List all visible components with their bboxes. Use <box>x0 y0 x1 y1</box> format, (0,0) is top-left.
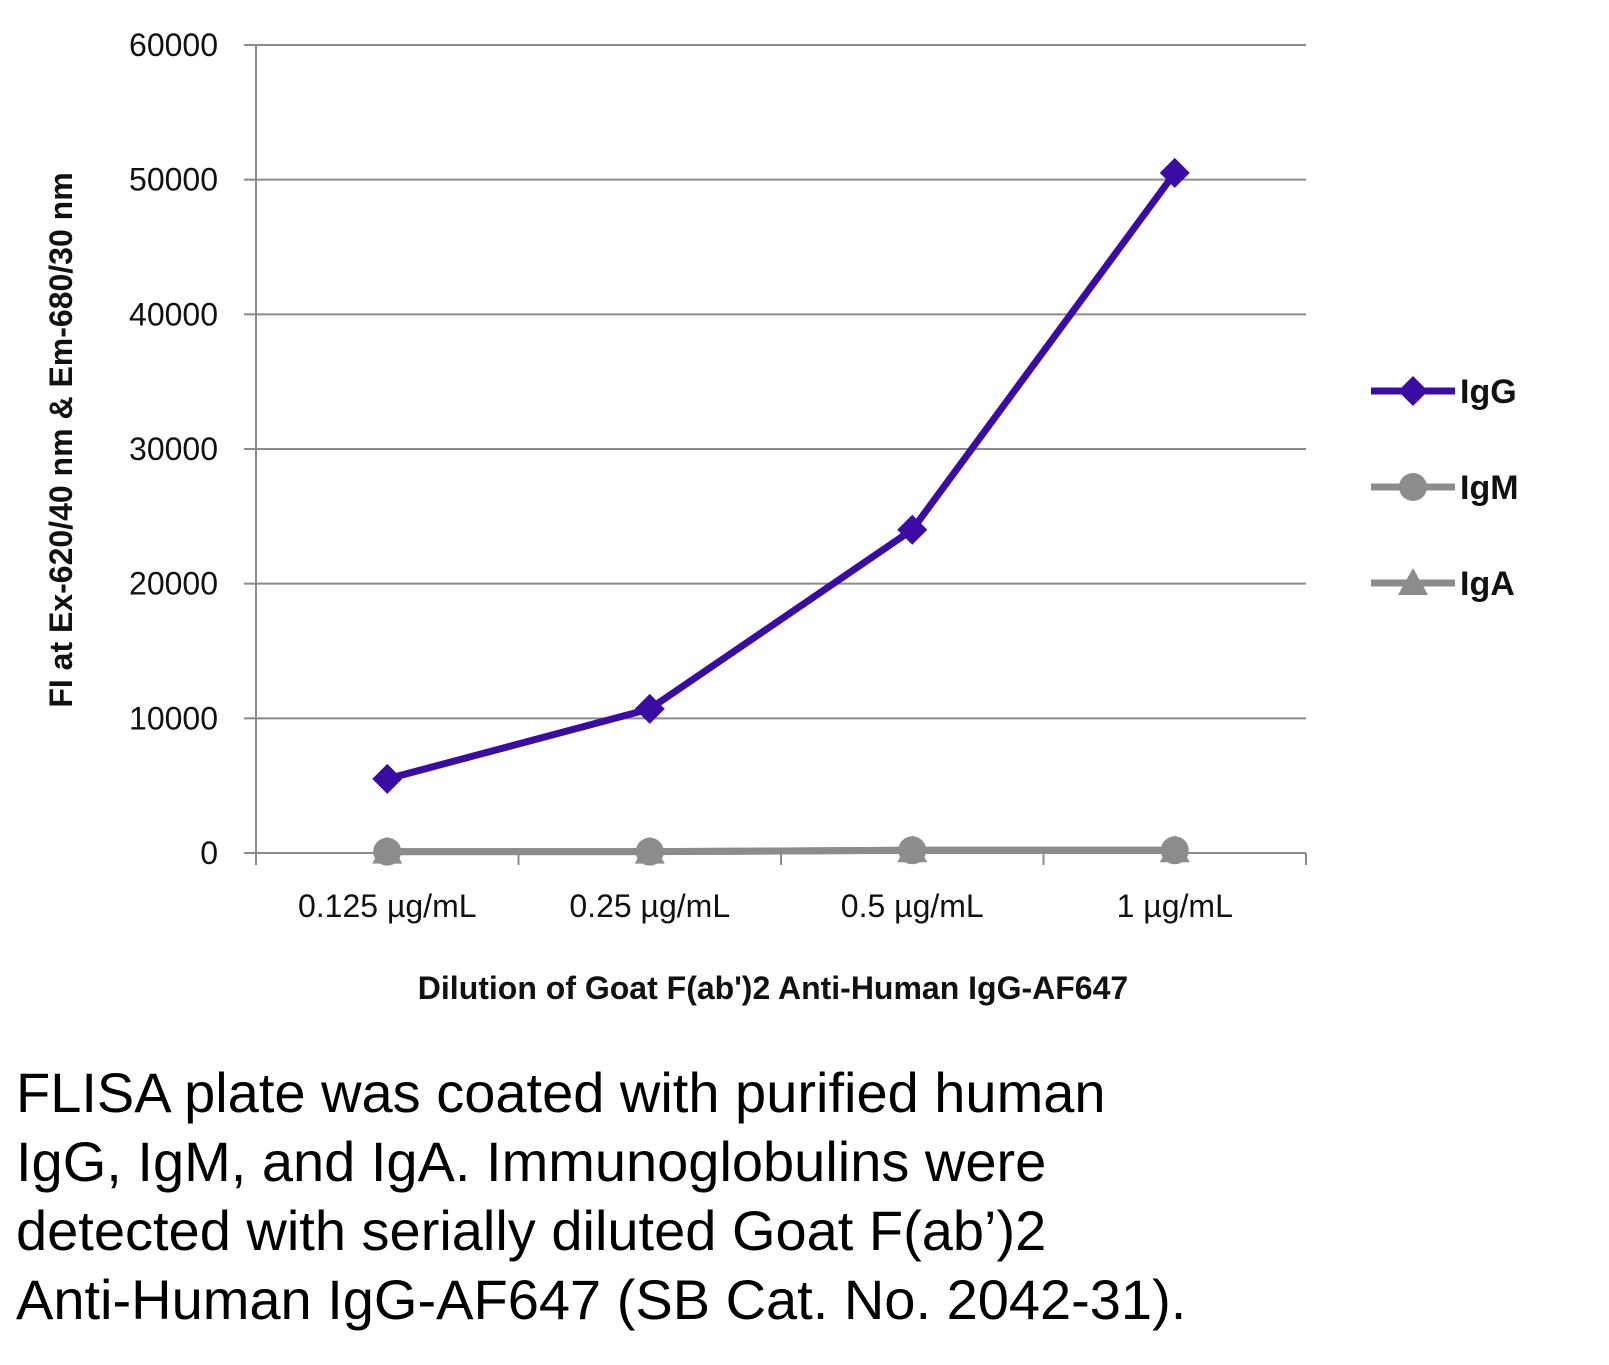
legend-item-iga: IgA <box>1371 565 1515 603</box>
line-chart: 0 10000 20000 30000 40000 50000 60000 0.125 µg… <box>43 27 1519 1006</box>
y-tick-label: 60000 <box>129 27 218 63</box>
legend-swatch-marker <box>1399 473 1427 501</box>
x-tick-label: 0.5 µg/mL <box>841 888 984 924</box>
igg-line <box>386 170 1178 783</box>
igm-point <box>373 837 402 866</box>
caption-line-1: FLISA plate was coated with purified hum… <box>16 1061 1106 1124</box>
x-tick-label: 0.125 µg/mL <box>298 888 477 924</box>
series-igm <box>373 836 1189 866</box>
caption-line-3: detected with serially diluted Goat F(ab… <box>16 1199 1047 1262</box>
igg-point <box>897 514 928 545</box>
legend-item-igg: IgG <box>1371 373 1517 411</box>
y-tick-label: 40000 <box>129 296 218 332</box>
igg-point <box>1159 157 1190 188</box>
y-tick-label: 30000 <box>129 431 218 467</box>
figure-caption: FLISA plate was coated with purified hum… <box>16 1058 1576 1334</box>
legend: IgG IgM IgA <box>1371 373 1519 603</box>
y-tick-label: 10000 <box>129 700 218 736</box>
igg-point <box>634 693 665 724</box>
legend-label: IgG <box>1460 373 1517 411</box>
caption-line-4: Anti-Human IgG-AF647 (SB Cat. No. 2042-3… <box>16 1268 1187 1331</box>
igm-point <box>635 837 664 866</box>
igm-line <box>387 846 1175 856</box>
legend-label: IgA <box>1460 565 1515 603</box>
igm-point <box>1160 836 1189 865</box>
legend-label: IgM <box>1460 469 1519 507</box>
legend-item-igm: IgM <box>1371 469 1519 507</box>
caption-line-2: IgG, IgM, and IgA. Immunoglobulins were <box>16 1130 1047 1193</box>
x-tick-label: 0.25 µg/mL <box>569 888 730 924</box>
igm-point <box>898 836 927 865</box>
x-tick-labels: 0.125 µg/mL 0.25 µg/mL 0.5 µg/mL 1 µg/mL <box>298 888 1233 924</box>
x-tick-label: 1 µg/mL <box>1117 888 1233 924</box>
series-igg <box>372 157 1190 794</box>
igg-point <box>372 763 403 794</box>
gridlines <box>244 44 1307 865</box>
y-tick-labels: 0 10000 20000 30000 40000 50000 60000 <box>129 27 218 871</box>
y-tick-label: 50000 <box>129 162 218 198</box>
y-axis-title: FI at Ex-620/40 nm & Em-680/30 nm <box>43 172 79 707</box>
y-tick-label: 20000 <box>129 566 218 602</box>
series-layer <box>372 157 1190 866</box>
y-tick-label: 0 <box>200 835 218 871</box>
legend-swatch-marker <box>1398 376 1428 406</box>
x-axis-title: Dilution of Goat F(ab')2 Anti-Human IgG-… <box>418 970 1128 1006</box>
legend-swatch-marker <box>1398 568 1428 595</box>
